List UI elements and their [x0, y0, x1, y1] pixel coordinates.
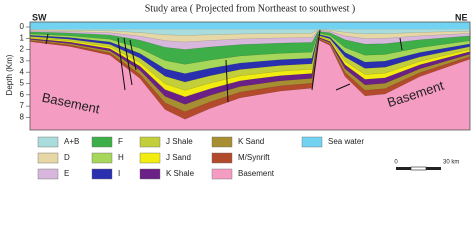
title: Study area ( Projected from Northeast to…	[145, 3, 356, 14]
legend-label: Basement	[238, 169, 275, 178]
scale-bar: 0 30 km	[394, 160, 459, 171]
y-tick-label: 8	[20, 113, 25, 122]
legend-swatch	[139, 168, 161, 180]
cross-section-figure: Study area ( Projected from Northeast to…	[5, 3, 471, 180]
legend-label: Sea water	[328, 137, 364, 146]
fault	[45, 33, 49, 45]
scale-segment	[426, 167, 441, 170]
legend-swatch	[37, 136, 59, 148]
section	[29, 22, 471, 130]
fault	[335, 83, 351, 91]
legend-swatch	[91, 168, 113, 180]
ne-label: NE	[455, 12, 468, 22]
y-axis-label: Depth (Km)	[5, 54, 14, 95]
fault	[123, 37, 133, 86]
legend-label: J Shale	[166, 137, 193, 146]
legend-label: M/Synrift	[238, 153, 270, 162]
y-tick-label: 4	[20, 67, 25, 76]
scale-label: 0	[394, 160, 398, 166]
faults	[45, 29, 403, 103]
legend-label: K Shale	[166, 169, 195, 178]
legend-swatch	[211, 152, 233, 164]
legend-label: E	[64, 169, 69, 178]
legend-swatch	[139, 136, 161, 148]
y-tick-label: 2	[20, 45, 25, 54]
y-tick-label: 0	[20, 22, 25, 31]
sw-label: SW	[32, 12, 47, 22]
y-tick-label: 3	[20, 56, 25, 65]
legend-swatch	[37, 168, 59, 180]
legend-label: J Sand	[166, 153, 191, 162]
legend-label: A+B	[64, 137, 79, 146]
legend-swatch	[37, 152, 59, 164]
y-tick-label: 6	[20, 90, 25, 99]
legend-swatch	[139, 152, 161, 164]
fault	[225, 59, 229, 103]
legend-swatch	[301, 136, 323, 148]
legend-label: I	[118, 169, 120, 178]
layer	[29, 28, 471, 36]
sea-water	[30, 22, 470, 29]
scale-segment	[410, 166, 427, 171]
fault	[117, 37, 126, 91]
legend-label: H	[118, 153, 124, 162]
fault	[311, 29, 321, 91]
scale-label: 30 km	[443, 160, 459, 166]
legend-swatch	[91, 152, 113, 164]
scale-segment	[396, 167, 411, 170]
legend-swatch	[91, 136, 113, 148]
frame	[29, 21, 471, 131]
legend-label: D	[64, 153, 70, 162]
fault	[399, 37, 403, 51]
legend-swatch	[211, 136, 233, 148]
y-tick-label: 1	[20, 33, 25, 42]
legend-label: K Sand	[238, 137, 264, 146]
legend-label: F	[118, 137, 123, 146]
y-tick-label: 5	[20, 79, 25, 88]
y-tick-label: 7	[20, 101, 25, 110]
legend-swatch	[211, 168, 233, 180]
fault	[129, 39, 137, 71]
